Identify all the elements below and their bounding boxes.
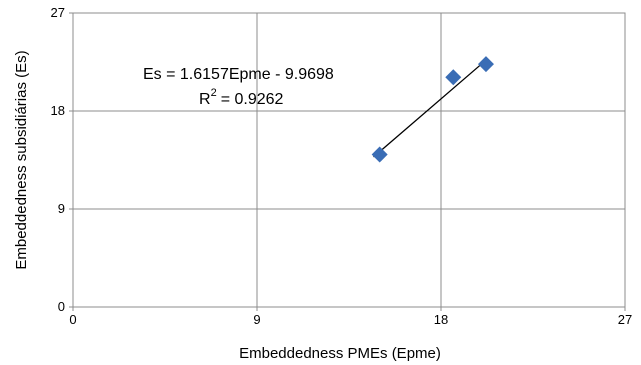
x-tick-label: 27 <box>618 312 632 327</box>
data-points <box>371 56 494 163</box>
x-tick-label: 0 <box>69 312 76 327</box>
data-point <box>445 69 462 86</box>
y-tick-label: 9 <box>58 201 65 216</box>
r-squared-value: = 0.9262 <box>221 91 284 108</box>
trendline <box>373 61 485 158</box>
data-point <box>477 56 494 73</box>
x-tick-label: 9 <box>253 312 260 327</box>
y-axis-title: Embeddedness subsidiárias (Es) <box>13 50 30 269</box>
y-tick-label: 18 <box>51 103 65 118</box>
trendline-equation: Es = 1.6157Epme - 9.9698 <box>143 66 334 83</box>
r-squared-superscript: 2 <box>211 87 217 99</box>
y-tick-label: 0 <box>58 299 65 314</box>
x-axis-ticks: 0 9 18 27 <box>69 307 632 327</box>
data-point <box>371 146 388 163</box>
r-squared-letter: R <box>199 91 211 108</box>
y-axis-ticks: 0 9 18 27 <box>51 5 73 314</box>
x-tick-label: 18 <box>434 312 448 327</box>
y-tick-label: 27 <box>51 5 65 20</box>
plot-area <box>72 12 626 308</box>
r-squared-label: R2 = 0.9262 <box>199 87 284 108</box>
x-axis-title: Embeddedness PMEs (Epme) <box>239 345 441 362</box>
gridlines <box>73 13 625 307</box>
